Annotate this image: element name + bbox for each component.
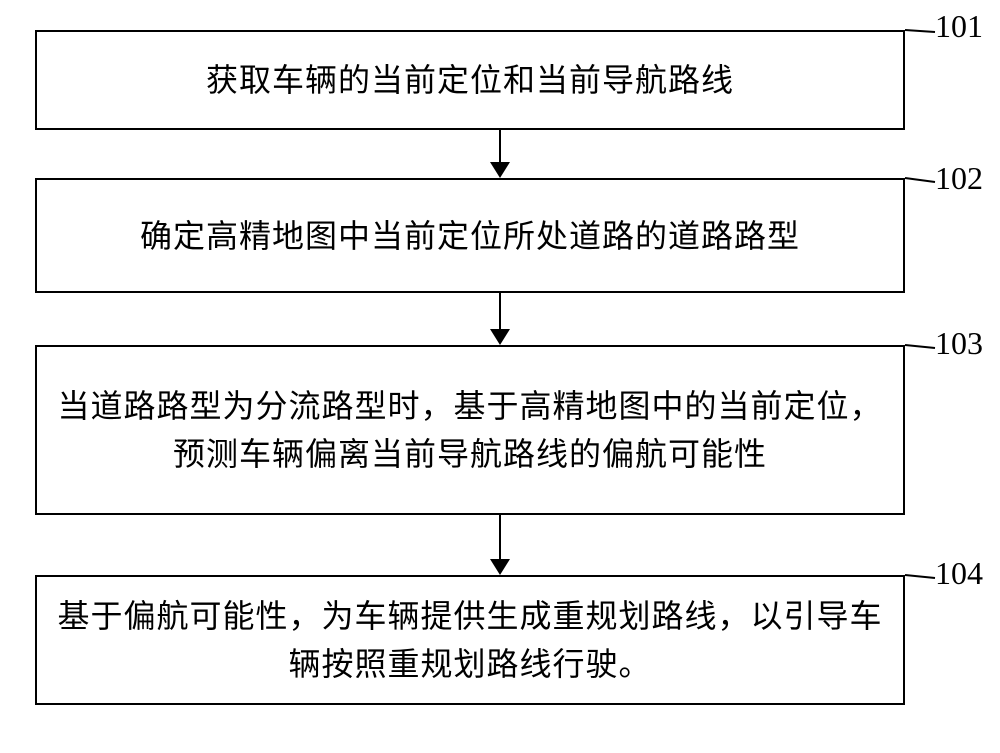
flow-node-103: 当道路路型为分流路型时，基于高精地图中的当前定位，预测车辆偏离当前导航路线的偏航… bbox=[35, 345, 905, 515]
arrowhead-icon bbox=[490, 329, 510, 345]
flow-edge-103-104 bbox=[499, 515, 501, 559]
flow-node-101: 获取车辆的当前定位和当前导航路线 bbox=[35, 30, 905, 130]
flow-edge-102-103 bbox=[499, 293, 501, 329]
flowchart-canvas: 获取车辆的当前定位和当前导航路线 101 确定高精地图中当前定位所处道路的道路路型 1… bbox=[0, 0, 1000, 753]
arrowhead-icon bbox=[490, 162, 510, 178]
flow-node-text: 基于偏航可能性，为车辆提供生成重规划路线，以引导车辆按照重规划路线行驶。 bbox=[57, 592, 883, 688]
flow-node-label-101: 101 bbox=[935, 8, 983, 45]
arrowhead-icon bbox=[490, 559, 510, 575]
flow-node-text: 获取车辆的当前定位和当前导航路线 bbox=[206, 56, 734, 104]
flow-node-102: 确定高精地图中当前定位所处道路的道路路型 bbox=[35, 178, 905, 293]
flow-node-label-104: 104 bbox=[935, 555, 983, 592]
flow-node-label-103: 103 bbox=[935, 325, 983, 362]
flow-node-label-102: 102 bbox=[935, 160, 983, 197]
flow-edge-101-102 bbox=[499, 130, 501, 162]
flow-node-104: 基于偏航可能性，为车辆提供生成重规划路线，以引导车辆按照重规划路线行驶。 bbox=[35, 575, 905, 705]
flow-node-text: 当道路路型为分流路型时，基于高精地图中的当前定位，预测车辆偏离当前导航路线的偏航… bbox=[57, 382, 883, 478]
flow-node-text: 确定高精地图中当前定位所处道路的道路路型 bbox=[140, 212, 800, 260]
